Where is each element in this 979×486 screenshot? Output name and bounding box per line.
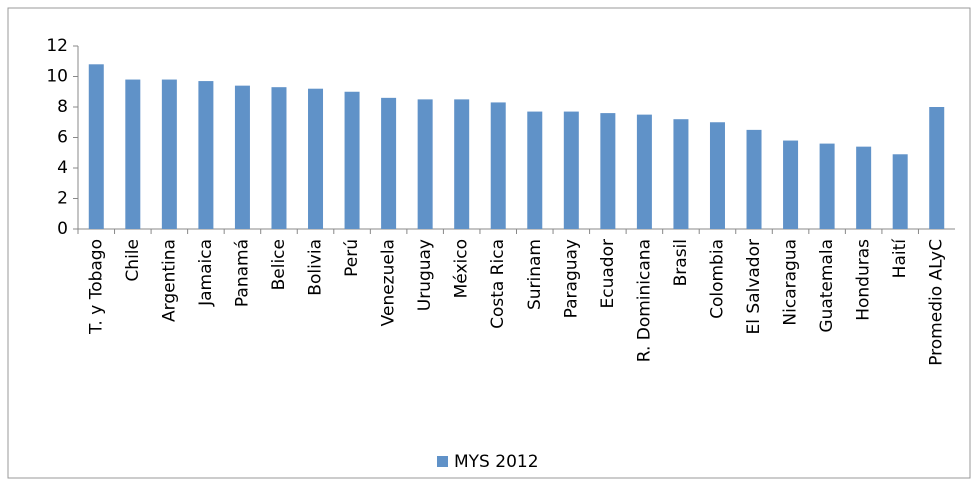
x-tick-label: Venezuela	[379, 239, 399, 326]
bar	[308, 88, 324, 229]
x-tick-label: Colombia	[707, 239, 727, 319]
bar	[892, 154, 908, 229]
bar	[234, 85, 250, 230]
x-tick-label: Chile	[123, 239, 143, 282]
bar	[636, 114, 652, 229]
x-tick-label: México	[452, 239, 472, 298]
bar	[929, 107, 945, 229]
x-tick-label: Promedio ALyC	[927, 239, 947, 366]
bar	[271, 87, 287, 229]
bar	[198, 81, 214, 229]
bar	[490, 102, 506, 229]
y-tick-label: 4	[57, 158, 68, 178]
x-tick-label: Panamá	[232, 239, 252, 307]
x-tick-label: Costa Rica	[488, 239, 508, 329]
x-tick-label: Belice	[269, 239, 289, 290]
x-tick-label: Surinam	[525, 239, 545, 310]
bar	[161, 79, 177, 229]
y-tick-label: 0	[57, 219, 68, 239]
x-tick-label: Nicaragua	[781, 239, 801, 326]
x-tick-label: Ecuador	[598, 239, 618, 308]
bar	[709, 122, 725, 229]
bar	[600, 113, 616, 229]
y-tick-label: 2	[57, 189, 68, 209]
x-tick-label: Jamaica	[196, 239, 216, 307]
x-tick-label: Perú	[342, 239, 362, 277]
x-tick-label: Argentina	[159, 239, 179, 322]
bar	[819, 143, 835, 229]
x-tick-label: Paraguay	[561, 239, 581, 318]
y-tick-label: 10	[46, 67, 68, 87]
bar	[344, 91, 360, 229]
bar	[125, 79, 141, 229]
x-tick-label: Bolivia	[306, 239, 326, 296]
bar	[381, 97, 397, 229]
x-tick-label: R. Dominicana	[634, 239, 654, 362]
bar	[746, 129, 762, 229]
legend-swatch	[437, 456, 448, 467]
x-tick-label: Brasil	[671, 239, 691, 286]
y-tick-label: 12	[46, 36, 68, 56]
legend-label: MYS 2012	[454, 452, 539, 472]
x-tick-label: Haití	[890, 238, 910, 279]
bar	[454, 99, 470, 229]
x-tick-label: Uruguay	[415, 239, 435, 311]
bar	[417, 99, 433, 229]
y-tick-label: 8	[57, 97, 68, 117]
x-tick-label: T. y Tobago	[86, 239, 106, 335]
bar	[856, 146, 872, 229]
x-tick-label: El Salvador	[744, 239, 764, 334]
bar	[527, 111, 543, 229]
y-tick-label: 6	[57, 128, 68, 148]
x-tick-label: Guatemala	[817, 239, 837, 333]
bar	[563, 111, 579, 229]
bar	[673, 119, 689, 229]
bar	[783, 140, 799, 229]
x-tick-label: Honduras	[854, 239, 874, 321]
bar	[88, 64, 104, 229]
